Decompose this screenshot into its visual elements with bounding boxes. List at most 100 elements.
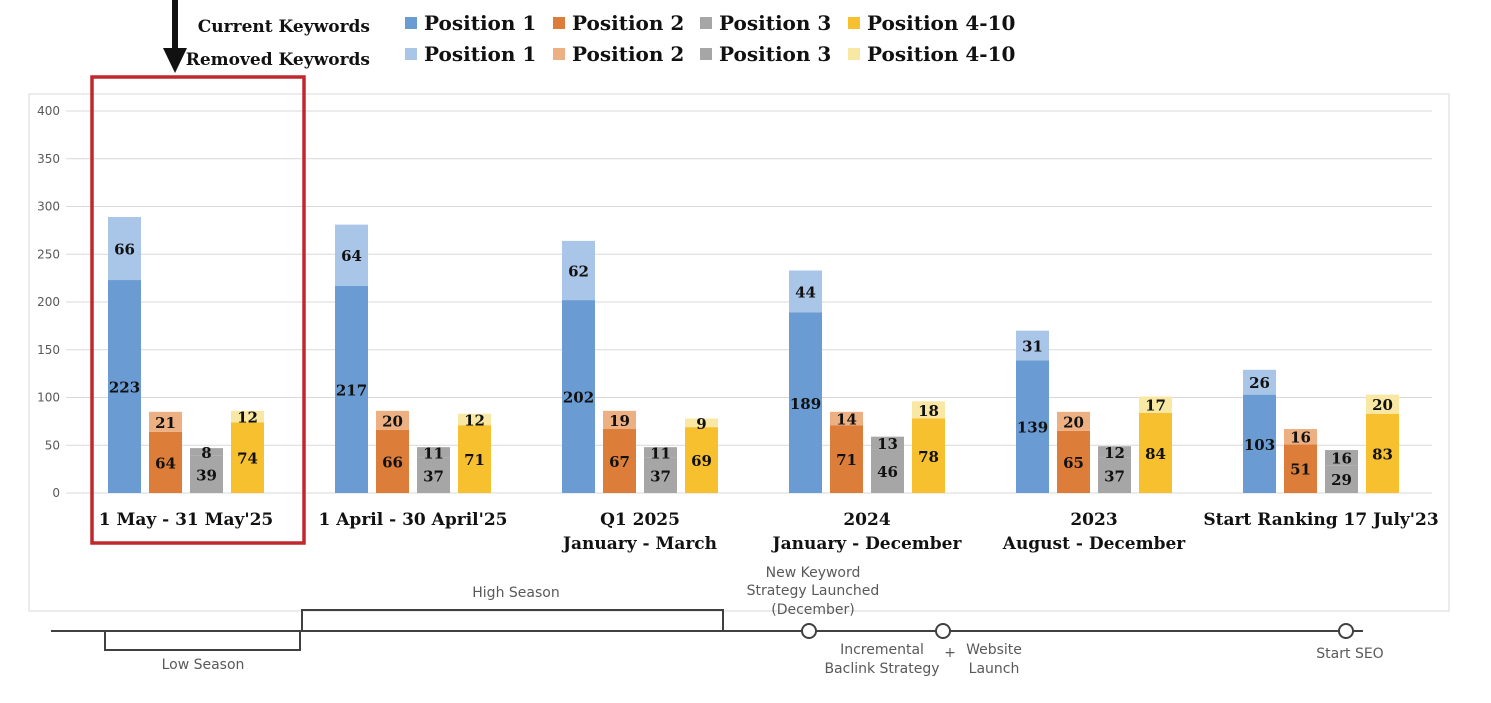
legend-current-label: Current Keywords	[198, 17, 370, 37]
milestone-new-keyword-marker	[801, 623, 817, 639]
bar-current-3	[417, 457, 450, 493]
bar-current-1	[108, 280, 141, 493]
data-label-removed: 20	[1063, 413, 1084, 431]
data-label-current: 37	[1104, 467, 1125, 485]
bar-removed-1	[562, 240, 595, 301]
data-label-current: 66	[382, 453, 403, 471]
bar-current-1	[562, 300, 595, 493]
data-label-removed: 9	[696, 415, 706, 433]
data-label-current: 202	[563, 389, 594, 407]
bar-current-1	[335, 285, 368, 493]
bar-current-3	[1098, 457, 1131, 493]
legend-item-label: Position 2	[572, 11, 684, 35]
plot-area-frame	[28, 93, 1450, 612]
milestone-start-seo-marker	[1338, 623, 1354, 639]
data-label-current: 46	[877, 463, 898, 481]
bar-removed-4	[458, 413, 491, 426]
plus-sign: +	[944, 645, 956, 661]
bar-removed-2	[1284, 429, 1317, 445]
category-label: Q1 2025	[600, 510, 680, 530]
bar-current-3	[190, 455, 223, 493]
data-label-current: 83	[1372, 445, 1393, 463]
data-label-current: 29	[1331, 471, 1352, 489]
data-label-removed: 17	[1145, 397, 1166, 415]
y-tick-label: 200	[37, 295, 60, 309]
category-label: 1 May - 31 May'25	[99, 510, 274, 530]
website-line-1: Website	[966, 642, 1022, 658]
data-label-current: 84	[1145, 445, 1166, 463]
milestone-website-marker	[935, 623, 951, 639]
bar-current-3	[1325, 465, 1358, 493]
data-label-current: 71	[464, 451, 485, 469]
data-label-removed: 12	[237, 409, 258, 427]
bar-removed-3	[190, 448, 223, 456]
bar-removed-4	[685, 418, 718, 428]
category-label: 2024	[843, 510, 890, 530]
data-label-removed: 16	[1331, 450, 1352, 468]
data-label-removed: 62	[568, 262, 589, 280]
category-label: 1 April - 30 April'25	[319, 510, 508, 530]
bar-removed-3	[417, 447, 450, 458]
legend: Current Keywords Removed Keywords Positi…	[186, 11, 1016, 70]
legend-swatch	[848, 48, 860, 60]
bar-removed-3	[1098, 446, 1131, 458]
y-axis-ticks: 0 50 100 150 200 250 300 350 400	[37, 104, 60, 500]
data-label-removed: 64	[341, 247, 362, 265]
legend-item-label: Position 1	[424, 42, 536, 66]
bar-removed-2	[830, 411, 863, 426]
y-tick-label: 250	[37, 247, 60, 261]
bar-removed-4	[231, 410, 264, 423]
bar-current-2	[376, 429, 409, 493]
bar-current-3	[871, 449, 904, 493]
data-label-current: 67	[609, 453, 630, 471]
bar-current-2	[830, 425, 863, 493]
y-tick-label: 400	[37, 104, 60, 118]
legend-item-label: Position 1	[424, 11, 536, 35]
data-label-removed: 31	[1022, 337, 1043, 355]
data-label-current: 223	[109, 379, 140, 397]
bar-removed-3	[871, 436, 904, 450]
bar-removed-2	[603, 410, 636, 430]
bar-removed-3	[1325, 450, 1358, 466]
bar-current-4	[1139, 412, 1172, 493]
y-tick-label: 300	[37, 200, 60, 214]
y-tick-label: 50	[45, 438, 60, 452]
bar-current-2	[149, 431, 182, 493]
data-label-current: 37	[650, 467, 671, 485]
bar-removed-2	[149, 411, 182, 432]
category-label: Start Ranking 17 July'23	[1203, 510, 1438, 530]
data-label-removed: 11	[423, 444, 444, 462]
incremental-line-1: Incremental	[840, 642, 924, 658]
data-label-current: 139	[1017, 419, 1048, 437]
gridlines	[66, 110, 1432, 494]
category-label: August - December	[1002, 534, 1187, 554]
data-label-removed: 21	[155, 414, 176, 432]
legend-swatch	[553, 17, 565, 29]
data-label-current: 217	[336, 381, 367, 399]
data-label-current: 51	[1290, 461, 1311, 479]
data-label-removed: 18	[918, 402, 939, 420]
y-tick-label: 100	[37, 391, 60, 405]
data-label-removed: 11	[650, 444, 671, 462]
bar-removed-1	[108, 217, 141, 281]
bar-removed-4	[1139, 396, 1172, 413]
data-label-removed: 13	[877, 435, 898, 453]
data-label-current: 37	[423, 467, 444, 485]
bar-current-4	[231, 422, 264, 493]
data-label-current: 39	[196, 466, 217, 484]
data-label-removed: 26	[1249, 374, 1270, 392]
bar-current-2	[1284, 444, 1317, 493]
data-label-current: 65	[1063, 454, 1084, 472]
data-label-removed: 44	[795, 283, 816, 301]
legend-removed-label: Removed Keywords	[186, 50, 370, 70]
high-season-bracket	[301, 609, 724, 631]
legend-swatch	[700, 48, 712, 60]
data-label-removed: 8	[201, 444, 211, 462]
bar-current-1	[789, 312, 822, 493]
data-label-removed: 20	[382, 412, 403, 430]
website-line-2: Launch	[969, 661, 1020, 677]
incremental-line-2: Baclink Strategy	[824, 661, 939, 677]
legend-swatch	[848, 17, 860, 29]
data-label-current: 69	[691, 452, 712, 470]
